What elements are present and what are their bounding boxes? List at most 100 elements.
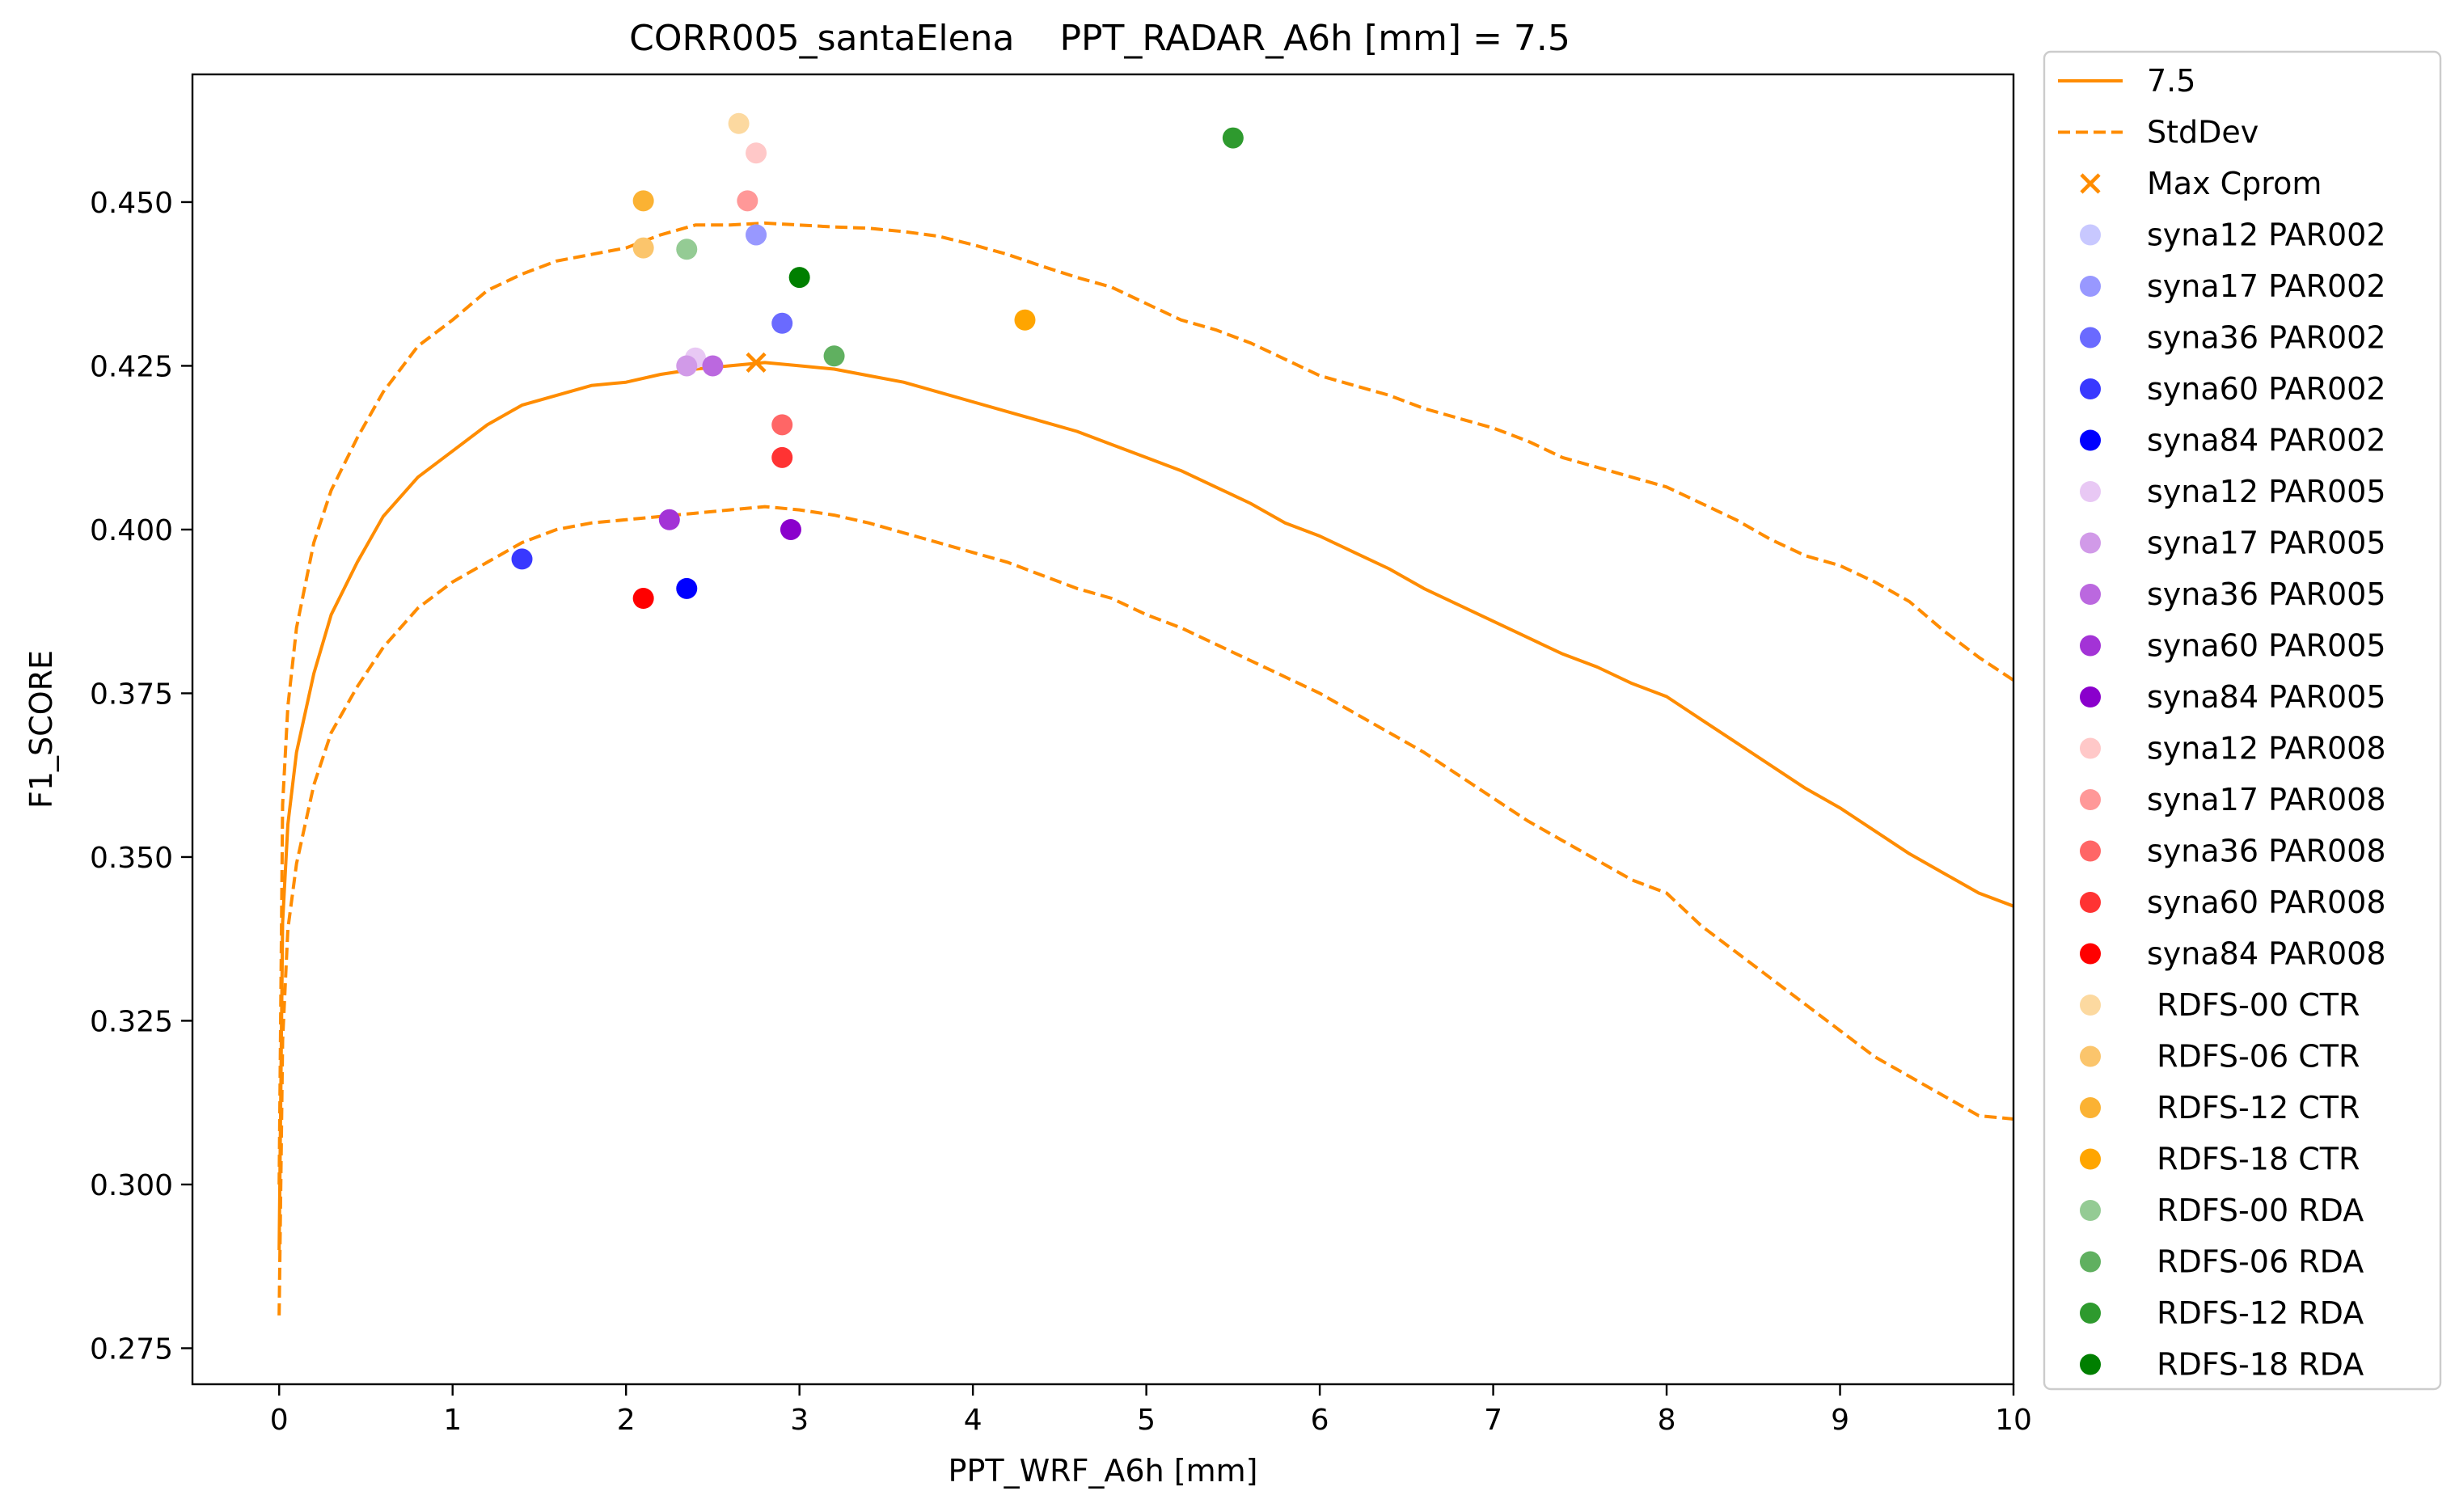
legend-marker-swatch xyxy=(2080,995,2101,1016)
legend-entry-label: RDFS-18 RDA xyxy=(2147,1347,2364,1383)
legend-marker-swatch xyxy=(2080,1303,2101,1324)
scatter-point-rdfs-12-rda xyxy=(1222,127,1244,149)
legend-marker-swatch xyxy=(2080,840,2101,862)
legend-marker-swatch xyxy=(2080,224,2101,246)
legend-x-marker-swatch xyxy=(2080,173,2101,194)
y-axis-label: F1_SCORE xyxy=(23,650,59,809)
x-tick-label: 0 xyxy=(270,1404,289,1437)
legend-entry-label: syna12 PAR002 xyxy=(2147,218,2386,253)
x-tick-label: 6 xyxy=(1311,1404,1329,1437)
x-tick-label: 5 xyxy=(1137,1404,1156,1437)
scatter-point-rdfs-18-rda xyxy=(788,267,810,289)
legend-marker-swatch xyxy=(2080,327,2101,348)
x-axis-label: PPT_WRF_A6h [mm] xyxy=(949,1453,1258,1489)
stddev-line-2 xyxy=(277,505,2013,1316)
scatter-point-syna36-par005 xyxy=(702,355,724,377)
x-tick-label: 3 xyxy=(790,1404,809,1437)
x-tick-label: 7 xyxy=(1484,1404,1502,1437)
legend-entry-label: syna84 PAR002 xyxy=(2147,423,2386,458)
legend-entry-label: RDFS-12 RDA xyxy=(2147,1295,2364,1331)
plot-area xyxy=(277,112,2013,1316)
legend-marker-swatch xyxy=(2080,1354,2101,1375)
legend-entry-label: syna60 PAR008 xyxy=(2147,885,2386,920)
x-tick-label: 8 xyxy=(1658,1404,1676,1437)
legend-marker-swatch xyxy=(2080,1200,2101,1221)
legend-entry-label: syna17 PAR008 xyxy=(2147,782,2386,817)
chart-title: CORR005_santaElena PPT_RADAR_A6h [mm] = … xyxy=(629,18,1570,59)
legend-entry-label: syna17 PAR005 xyxy=(2147,526,2386,561)
legend-marker-swatch xyxy=(2080,943,2101,965)
y-tick-label: 0.425 xyxy=(90,350,173,383)
scatter-point-rdfs-00-rda xyxy=(676,239,698,260)
scatter-point-syna12-par008 xyxy=(746,142,767,164)
scatter-point-rdfs-18-ctr xyxy=(1014,309,1036,331)
legend-marker-swatch xyxy=(2080,1045,2101,1067)
scatter-point-syna36-par002 xyxy=(771,312,793,334)
mean-line xyxy=(277,361,2013,1251)
legend-marker-swatch xyxy=(2080,481,2101,502)
legend-entry-label: StdDev xyxy=(2147,115,2259,150)
y-axis: 0.275 0.300 0.325 0.350 0.375 0.400 0.425 0.450 xyxy=(90,187,192,1366)
legend-marker-swatch xyxy=(2080,686,2101,707)
legend-entry-label: RDFS-00 CTR xyxy=(2147,987,2360,1023)
y-tick-label: 0.400 xyxy=(90,514,173,547)
legend-marker-swatch xyxy=(2080,789,2101,810)
legend-entry-label: syna84 PAR008 xyxy=(2147,936,2386,972)
scatter-point-syna84-par008 xyxy=(632,588,654,609)
legend: 7.5 StdDev Max Cprom syna12 PAR002 syna17 PA… xyxy=(2043,50,2442,1391)
legend-entry-label: syna36 PAR008 xyxy=(2147,834,2386,869)
scatter-point-syna84-par005 xyxy=(780,518,801,540)
y-tick-label: 0.325 xyxy=(90,1005,173,1038)
legend-frame xyxy=(2043,50,2442,1391)
legend-marker-swatch xyxy=(2080,1097,2101,1118)
legend-entry-label: syna36 PAR005 xyxy=(2147,577,2386,612)
y-tick-label: 0.300 xyxy=(90,1169,173,1202)
legend-entry-label: syna12 PAR005 xyxy=(2147,474,2386,509)
scatter-point-syna60-par005 xyxy=(658,509,680,530)
scatter-point-syna60-par008 xyxy=(771,446,793,468)
legend-marker-swatch xyxy=(2080,1148,2101,1170)
x-tick-label: 4 xyxy=(964,1404,982,1437)
legend-entry-label: syna60 PAR005 xyxy=(2147,628,2386,664)
legend-marker-swatch xyxy=(2080,892,2101,913)
x-tick-label: 2 xyxy=(617,1404,636,1437)
y-tick-label: 0.275 xyxy=(90,1333,173,1366)
axes-frame xyxy=(191,73,2015,1386)
legend-entry-label: syna17 PAR002 xyxy=(2147,268,2386,304)
legend-marker-swatch xyxy=(2080,1251,2101,1273)
legend-entry-label: 7.5 xyxy=(2147,63,2195,99)
legend-entry-label: syna36 PAR002 xyxy=(2147,320,2386,356)
legend-entry-label: Max Cprom xyxy=(2147,166,2322,201)
scatter-point-syna17-par002 xyxy=(746,224,767,246)
x-tick-label: 1 xyxy=(443,1404,462,1437)
scatter-point-syna17-par008 xyxy=(737,190,758,212)
scatter-point-syna84-par002 xyxy=(676,577,698,599)
x-tick-label: 10 xyxy=(1995,1404,2032,1437)
scatter-point-syna60-par002 xyxy=(511,548,533,570)
stddev-line-1 xyxy=(277,221,2013,1185)
max-cprom-marker xyxy=(746,352,767,373)
legend-entry-label: syna84 PAR005 xyxy=(2147,679,2386,715)
legend-entry-label: RDFS-06 CTR xyxy=(2147,1039,2360,1075)
legend-marker-swatch xyxy=(2080,635,2101,657)
legend-marker-swatch xyxy=(2080,378,2101,399)
scatter-point-syna36-par008 xyxy=(771,414,793,436)
scatter-point-rdfs-06-ctr xyxy=(632,237,654,259)
y-tick-label: 0.350 xyxy=(90,842,173,875)
y-tick-label: 0.375 xyxy=(90,678,173,711)
legend-entry-label: syna12 PAR008 xyxy=(2147,731,2386,767)
legend-marker-swatch xyxy=(2080,584,2101,605)
legend-entry-label: RDFS-12 CTR xyxy=(2147,1090,2360,1126)
legend-entry-label: syna60 PAR002 xyxy=(2147,371,2386,407)
legend-entry-label: RDFS-06 RDA xyxy=(2147,1244,2364,1280)
scatter-point-syna17-par005 xyxy=(676,355,698,377)
legend-marker-swatch xyxy=(2080,737,2101,759)
legend-marker-swatch xyxy=(2080,429,2101,451)
scatter-point-rdfs-12-ctr xyxy=(632,190,654,212)
legend-marker-swatch xyxy=(2080,532,2101,554)
legend-entry-label: RDFS-00 RDA xyxy=(2147,1193,2364,1228)
y-tick-label: 0.450 xyxy=(90,187,173,220)
scatter-point-rdfs-00-ctr xyxy=(728,112,750,134)
x-tick-label: 9 xyxy=(1831,1404,1849,1437)
